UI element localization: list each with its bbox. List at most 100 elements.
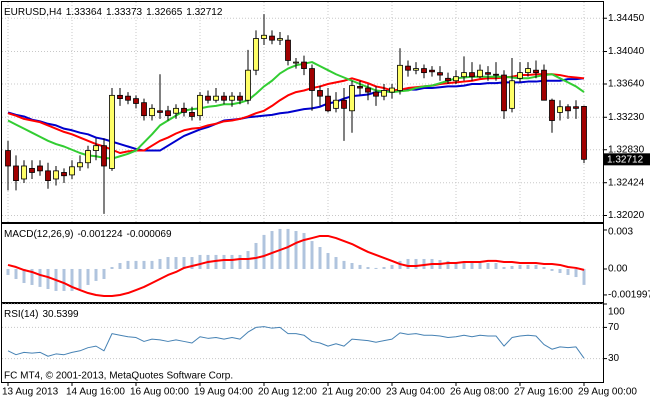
candle-body — [125, 95, 131, 101]
candle-body — [13, 165, 19, 181]
candle-body — [573, 106, 579, 109]
y-tick-label: 0.003 — [608, 227, 633, 238]
histogram-bar — [494, 263, 498, 269]
candle-body — [5, 150, 11, 167]
y-tick-label: 1.33230 — [608, 112, 645, 123]
histogram-bar — [350, 263, 354, 269]
y-tick-label: 70 — [608, 322, 620, 333]
x-tick-label: 21 Aug 20:00 — [322, 387, 381, 398]
histogram-bar — [342, 260, 346, 269]
histogram-bar — [14, 268, 18, 279]
candle-body — [53, 170, 59, 180]
histogram-bar — [166, 257, 170, 269]
main-frame — [1, 1, 604, 223]
candle-body — [261, 34, 267, 39]
histogram-bar — [446, 260, 450, 269]
candle-body — [213, 95, 219, 101]
candle-body — [517, 72, 523, 79]
histogram-bar — [78, 268, 82, 289]
x-tick-label: 20 Aug 12:00 — [258, 387, 317, 398]
histogram-bar — [534, 264, 538, 269]
candle-body — [549, 99, 555, 121]
candle-body — [325, 95, 331, 112]
histogram-bar — [526, 264, 530, 269]
histogram-bar — [102, 268, 106, 279]
histogram-bar — [6, 268, 10, 275]
histogram-bar — [502, 267, 506, 269]
histogram-bar — [366, 267, 370, 269]
histogram-bar — [550, 268, 554, 271]
histogram-bar — [214, 254, 218, 269]
histogram-bar — [478, 263, 482, 269]
panel-title-name: RSI(14) — [4, 309, 38, 320]
candle-body — [221, 95, 227, 101]
histogram-bar — [270, 231, 274, 269]
candle-body — [493, 73, 499, 76]
histogram-bar — [38, 268, 42, 287]
candle-body — [309, 68, 315, 91]
histogram-bar — [150, 260, 154, 269]
histogram-bar — [62, 268, 66, 291]
histogram-bar — [390, 264, 394, 269]
candle-body — [117, 94, 123, 100]
candle-body — [341, 99, 347, 109]
histogram-bar — [542, 267, 546, 269]
histogram-bar — [126, 260, 130, 269]
histogram-bar — [190, 257, 194, 269]
copyright: FC MT4, © 2001-2013, MetaQuotes Software… — [4, 371, 233, 382]
x-tick-label: 29 Aug 00:00 — [578, 387, 637, 398]
candle-body — [445, 77, 451, 82]
y-tick-label: 1.32424 — [608, 177, 645, 188]
panel-title-value: 1.32712 — [186, 7, 223, 18]
candle-body — [101, 145, 107, 167]
histogram-bar — [174, 257, 178, 269]
histogram-bar — [254, 242, 258, 269]
candle-body — [93, 145, 99, 151]
candle-body — [349, 85, 355, 112]
candle-body — [333, 99, 339, 109]
panel-title-value: 1.33364 — [66, 7, 103, 18]
candle-body — [165, 110, 171, 117]
y-tick-label: 1.33640 — [608, 79, 645, 90]
histogram-bar — [454, 261, 458, 269]
histogram-bar — [582, 268, 586, 285]
histogram-bar — [302, 232, 306, 269]
candle-body — [245, 69, 251, 101]
candle-body — [533, 69, 539, 74]
candle-body — [469, 72, 475, 78]
panel-title-value: 30.5399 — [42, 309, 79, 320]
candle-body — [269, 35, 275, 41]
candle-body — [461, 72, 467, 78]
candle-body — [389, 87, 395, 93]
candle-body — [229, 95, 235, 101]
candle-body — [285, 39, 291, 61]
candle-body — [29, 168, 35, 173]
candle-body — [61, 172, 67, 177]
histogram-bar — [198, 254, 202, 269]
y-tick-label: 1.32020 — [608, 210, 645, 221]
histogram-bar — [262, 234, 266, 269]
y-tick-label: 100 — [608, 307, 625, 318]
candle-body — [301, 61, 307, 69]
x-tick-label: 26 Aug 08:00 — [450, 387, 509, 398]
candle-body — [453, 76, 459, 82]
histogram-bar — [70, 268, 74, 291]
candle-body — [141, 102, 147, 117]
y-tick-label: 0.00 — [608, 264, 628, 275]
panel-title-name: EURUSD,H4 — [4, 7, 62, 18]
x-tick-label: 16 Aug 00:00 — [130, 387, 189, 398]
candle-body — [373, 91, 379, 97]
histogram-bar — [238, 254, 242, 269]
price-marker-label: 1.32712 — [607, 154, 644, 165]
candle-body — [21, 165, 27, 180]
line-series — [7, 326, 585, 359]
histogram-bar — [574, 268, 578, 278]
candle-body — [397, 64, 403, 91]
x-tick-label: 23 Aug 04:00 — [386, 387, 445, 398]
candle-body — [501, 74, 507, 112]
histogram-bar — [406, 258, 410, 269]
panel-title: MACD(12,26,9) -0.001224 -0.000069 — [4, 229, 172, 240]
y-tick-label: 1.34450 — [608, 13, 645, 24]
histogram-bar — [462, 261, 466, 269]
candle-body — [133, 98, 139, 104]
